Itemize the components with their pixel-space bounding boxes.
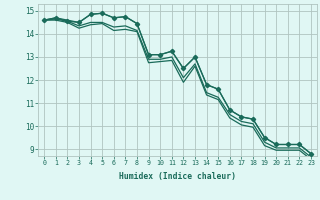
X-axis label: Humidex (Indice chaleur): Humidex (Indice chaleur)	[119, 172, 236, 181]
